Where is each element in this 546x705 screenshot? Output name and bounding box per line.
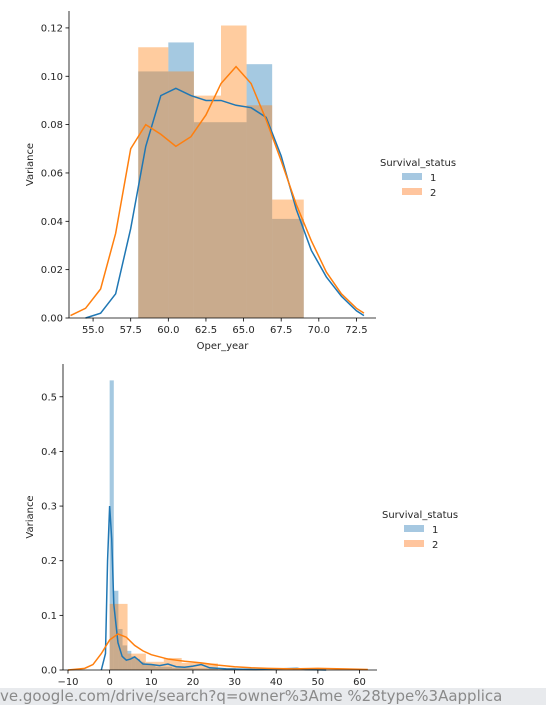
legend-label-2: 2 bbox=[430, 188, 436, 199]
x-tick-label: 70.0 bbox=[308, 325, 330, 336]
y-tick-label: 0.0 bbox=[41, 666, 57, 677]
y-tick-label: 0.06 bbox=[41, 168, 63, 179]
bar-series-1-11 bbox=[172, 667, 193, 670]
legend-swatch-2 bbox=[404, 540, 424, 547]
x-axis-label: Oper_year bbox=[197, 341, 250, 352]
y-tick-label: 0.2 bbox=[41, 556, 57, 567]
bar-series-1-3 bbox=[193, 122, 221, 318]
bar-series-1-2 bbox=[168, 42, 194, 319]
bar-series-1-8 bbox=[140, 661, 145, 670]
x-tick-label: 60.0 bbox=[157, 325, 179, 336]
bar-series-1-4 bbox=[221, 122, 247, 318]
status-url-text: ve.google.com/drive/search?q=owner%3Ame … bbox=[0, 688, 546, 705]
x-tick-label: 57.5 bbox=[120, 325, 142, 336]
y-tick-label: 0.00 bbox=[41, 314, 63, 325]
x-tick-label: 20 bbox=[187, 677, 200, 688]
bar-series-1-5 bbox=[127, 650, 132, 671]
x-tick-label: −10 bbox=[57, 677, 78, 688]
kde-line-series-1 bbox=[100, 506, 327, 671]
legend-label-1: 1 bbox=[430, 173, 436, 184]
legend-title: Survival_status bbox=[382, 510, 458, 521]
x-tick-label: 0 bbox=[106, 677, 112, 688]
x-tick-label: 40 bbox=[270, 677, 283, 688]
bar-series-2-2 bbox=[168, 71, 194, 319]
y-tick-label: 0.08 bbox=[41, 120, 63, 131]
y-tick-label: 0.1 bbox=[41, 611, 57, 622]
bar-series-2-6 bbox=[272, 199, 304, 318]
y-tick-label: 0.3 bbox=[41, 502, 57, 513]
x-tick-label: 30 bbox=[228, 677, 241, 688]
x-tick-label: 62.5 bbox=[195, 325, 217, 336]
legend-label-2: 2 bbox=[432, 540, 438, 551]
bar-series-1-4 bbox=[122, 645, 128, 670]
x-tick-label: 50 bbox=[311, 677, 324, 688]
series-2-bars bbox=[138, 25, 304, 319]
x-tick-label: 10 bbox=[145, 677, 158, 688]
legend-label-1: 1 bbox=[432, 525, 438, 536]
bar-series-1-6 bbox=[131, 656, 136, 670]
bar-series-1-6 bbox=[272, 218, 304, 318]
x-tick-label: 67.5 bbox=[270, 325, 292, 336]
bar-series-2-3 bbox=[193, 95, 221, 318]
kde-line-series-2 bbox=[67, 633, 368, 671]
bar-series-1-7 bbox=[135, 659, 141, 670]
legend: Survival_status 1 2 bbox=[380, 158, 456, 199]
chart-1: 55.0 57.5 60.0 62.5 65.0 67.5 70.0 72.5 0.00 0.02… bbox=[25, 11, 456, 352]
y-tick-label: 0.4 bbox=[41, 447, 57, 458]
series-2-bars bbox=[109, 603, 327, 670]
kde-line-series-1 bbox=[85, 87, 365, 319]
charts-canvas: 55.0 57.5 60.0 62.5 65.0 67.5 70.0 72.50.000.02… bbox=[25, 11, 458, 688]
y-tick-label: 0.04 bbox=[41, 217, 63, 228]
bar-series-2-1 bbox=[109, 603, 128, 670]
y-tick-label: 0.02 bbox=[41, 265, 63, 276]
kde-line-series-2 bbox=[70, 65, 365, 317]
series-1-bars bbox=[109, 380, 306, 671]
bar-series-1-1 bbox=[109, 380, 114, 670]
legend-swatch-1 bbox=[404, 525, 424, 532]
bar-series-2-3 bbox=[145, 661, 164, 670]
x-tick-label: 60 bbox=[353, 677, 366, 688]
bar-series-1-9 bbox=[144, 664, 156, 670]
bar-series-1-5 bbox=[246, 64, 273, 319]
series-1-bars bbox=[138, 42, 304, 319]
y-tick-label: 0.10 bbox=[41, 72, 63, 83]
x-tick-label: 72.5 bbox=[345, 325, 367, 336]
x-tick-label: 65.0 bbox=[232, 325, 254, 336]
legend: Survival_status 1 2 bbox=[382, 510, 458, 551]
y-tick-label: 0.5 bbox=[41, 392, 57, 403]
y-axis-label: Variance bbox=[25, 143, 36, 186]
chart-2: −1001020304050600.00.10.20.30.40.5Axil_n… bbox=[25, 364, 458, 688]
bar-series-2-2 bbox=[127, 653, 146, 670]
legend-swatch-2 bbox=[402, 188, 422, 195]
bar-series-2-5 bbox=[246, 105, 273, 318]
legend-swatch-1 bbox=[402, 173, 422, 180]
bar-series-1-12 bbox=[192, 668, 218, 670]
y-axis-label: Variance bbox=[25, 495, 36, 538]
bar-series-2-1 bbox=[138, 47, 169, 318]
bar-series-1-10 bbox=[155, 666, 173, 670]
bar-series-1-1 bbox=[138, 71, 169, 319]
y-tick-label: 0.12 bbox=[41, 23, 63, 34]
bar-series-2-6 bbox=[200, 663, 218, 670]
x-tick-label: 55.0 bbox=[82, 325, 104, 336]
legend-title: Survival_status bbox=[380, 158, 456, 169]
